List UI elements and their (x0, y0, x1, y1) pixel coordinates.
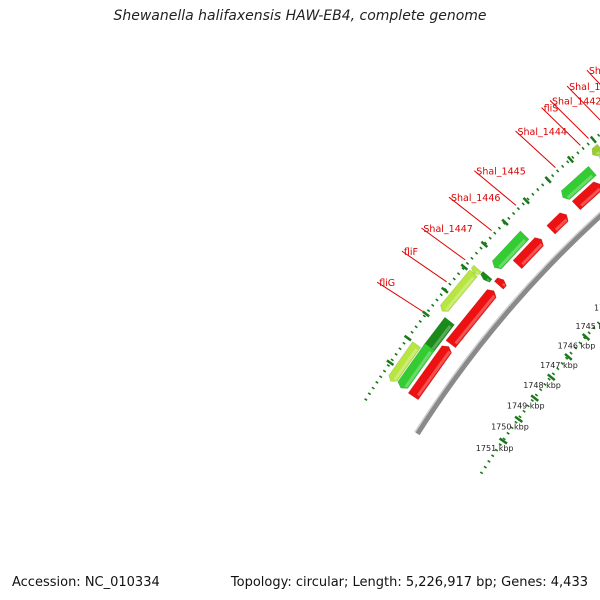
gene-feature-ltgreen-1750[interactable] (388, 341, 422, 382)
gene-feature-red-1745[interactable] (512, 237, 544, 270)
outer-tick-mark (544, 176, 552, 184)
gene-feature-shine (595, 151, 600, 156)
backbone-arc (415, 212, 600, 436)
gene-feature-shine (566, 174, 594, 199)
outer-tick-mark (460, 263, 469, 271)
gene-leader-line (421, 227, 466, 261)
gene-leader-line (549, 100, 589, 139)
gene-label-Shal_1446[interactable]: Shal_1446 (451, 193, 500, 204)
gene-feature-shine (486, 278, 490, 282)
gene-feature-shine (498, 239, 526, 269)
outer-dotted-ring (363, 132, 600, 402)
gene-feature-shine (454, 294, 496, 345)
kbp-tick-mark (564, 353, 573, 361)
outer-tick-mark (403, 334, 412, 342)
gene-feature-Shal_1446[interactable] (491, 230, 530, 270)
outer-tick-mark (522, 197, 530, 205)
gene-feature-green-1750[interactable] (397, 342, 436, 389)
gene-feature-shine (445, 276, 475, 311)
gene-feature-shine (521, 243, 543, 266)
outer-tick-mark (422, 310, 430, 318)
kbp-tick-mark (514, 415, 524, 424)
gene-feature-red-1746[interactable] (493, 277, 507, 290)
gene-label-Shal_1445[interactable]: Shal_1445 (476, 167, 525, 178)
kbp-tick-label: 1744 kbp (594, 304, 600, 313)
gene-feature-shine (404, 350, 432, 388)
gene-feature-shine (416, 350, 451, 397)
gene-feature-shine (554, 218, 568, 231)
kbp-tick-mark (498, 437, 508, 445)
outer-tick-mark (386, 359, 395, 367)
gene-feature-red-1750[interactable] (407, 345, 452, 401)
gene-leader-line (448, 196, 493, 231)
gene-leader-line (473, 170, 517, 206)
gene-feature-shine (580, 187, 600, 207)
kbp-tick-mark (546, 373, 556, 382)
gene-feature-Shal_1444[interactable] (560, 165, 597, 200)
gene-leader-line (586, 69, 600, 85)
kbp-tick-label: 1751 kbp (476, 444, 514, 453)
gene-feature-red-1747[interactable] (445, 289, 497, 349)
gene-label-Shal_1441[interactable]: Shal_1441 (569, 82, 600, 93)
kbp-tick-label: 1747 kbp (540, 361, 578, 370)
gene-feature-shine (475, 270, 480, 275)
gene-label-Shal_1447[interactable]: Shal_1447 (423, 224, 472, 235)
gene-feature-shine (502, 283, 506, 287)
gene-label-Shal_1444[interactable]: Shal_1444 (518, 127, 567, 138)
kbp-tick-label: 1749 kbp (507, 402, 545, 411)
backbone-highlight (414, 211, 600, 433)
gene-label-Shal_1442[interactable]: Shal_1442 (552, 96, 600, 107)
kbp-tick-label: 1750 kbp (491, 423, 529, 432)
genome-backbone (414, 211, 600, 436)
accession-text: Accession: NC_010334 (8, 573, 164, 592)
outer-tick-mark (566, 155, 575, 164)
kbp-tick-mark (530, 394, 540, 402)
genome-summary-text: Topology: circular; Length: 5,226,917 bp… (226, 573, 592, 592)
outer-tick-mark (480, 240, 489, 249)
outer-tick-mark (440, 286, 449, 294)
kbp-tick-mark (581, 333, 591, 341)
genome-title: Shewanella halifaxensis HAW-EB4, complet… (113, 8, 487, 24)
gene-label-Shal_1440[interactable]: Shal_1440 (589, 66, 600, 77)
inner-dotted-ring (479, 319, 600, 475)
gene-leader-line (401, 250, 447, 283)
kbp-tick-label: 1745 kbp (575, 322, 600, 331)
gene-features (388, 143, 600, 401)
gene-feature-Shal_1447[interactable] (480, 270, 493, 283)
gene-leader-line (541, 107, 581, 146)
gene-feature-fliF[interactable] (440, 269, 478, 312)
gene-leader-line (376, 281, 424, 312)
gene-feature-red-1742[interactable] (571, 181, 600, 211)
gene-feature-shine (430, 325, 452, 352)
gene-label-fliG[interactable]: fliG (379, 278, 395, 289)
kbp-ticks: 1739 kbp1740 kbp1741 kbp1742 kbp1743 kbp… (363, 132, 600, 475)
gene-feature-Shal_1442[interactable] (591, 143, 600, 157)
gene-label-fliS[interactable]: fliS (544, 104, 559, 115)
gene-label-fliF[interactable]: fliF (404, 247, 418, 258)
outer-tick-mark (589, 135, 597, 144)
kbp-tick-label: 1748 kbp (523, 381, 561, 390)
gene-leader-line (515, 130, 556, 168)
gene-feature-shine (393, 348, 418, 381)
outer-tick-mark (501, 218, 509, 226)
gene-leader-line (566, 85, 600, 121)
gene-feature-Shal_1447b[interactable] (470, 264, 482, 276)
gene-feature-Shal_1445[interactable] (546, 212, 569, 235)
kbp-tick-label: 1746 kbp (558, 341, 596, 350)
